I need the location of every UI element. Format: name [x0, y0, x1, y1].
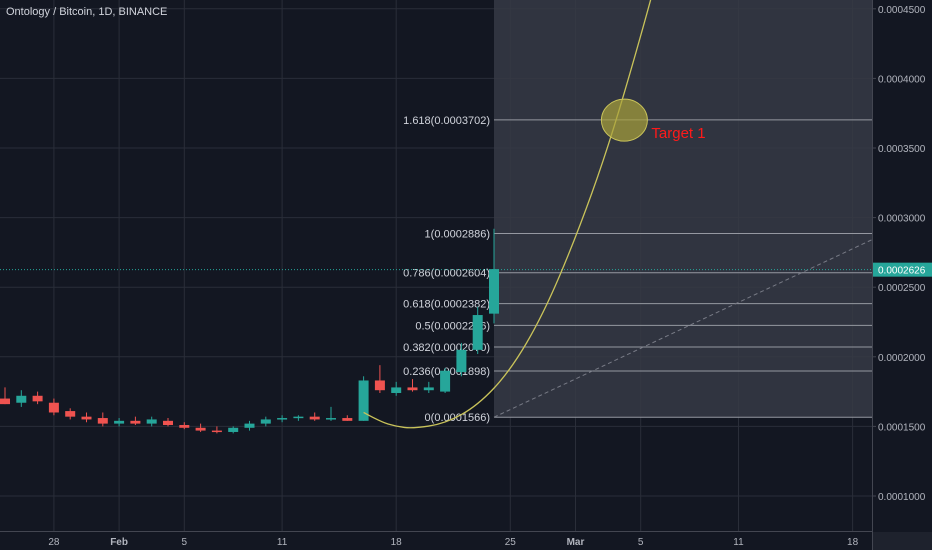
- candle-body: [130, 420, 141, 424]
- candle-body: [146, 419, 157, 424]
- time-tick-label: 25: [505, 537, 517, 548]
- targets-group: Target 1Target 2Target 3: [600, 98, 706, 142]
- price-tick-label: 0.0002500: [878, 283, 926, 294]
- time-tick-label: Mar: [567, 537, 585, 548]
- candles-group: [0, 228, 499, 434]
- candle-body: [342, 418, 353, 421]
- candle-body: [163, 420, 173, 426]
- price-tick-label: 0.0004000: [878, 74, 926, 85]
- fib-zone-background: [494, 0, 886, 418]
- fib-level-label: 1.618(0.0003702): [403, 115, 490, 127]
- candle-body: [211, 430, 222, 433]
- candle-body: [260, 419, 271, 424]
- time-axis-background: [0, 531, 872, 550]
- candle-body: [65, 411, 76, 417]
- candle-body: [195, 427, 206, 431]
- candle-body: [440, 370, 451, 392]
- time-tick-label: 11: [733, 537, 744, 548]
- time-tick-label: 28: [48, 537, 60, 548]
- axis-corner: [873, 532, 932, 550]
- candle-body: [407, 387, 418, 391]
- candle-body: [472, 315, 483, 350]
- candle-body: [97, 418, 108, 424]
- price-tick-label: 0.0003000: [878, 214, 926, 225]
- candle-body: [81, 416, 92, 420]
- candle-body: [326, 418, 336, 420]
- time-axis: 28 Feb 5 11 18 25 Mar 5 11 18: [0, 531, 932, 550]
- trend-line: [493, 233, 886, 418]
- candle-body: [228, 427, 239, 432]
- fib-level-label: 0.5(0.0002226): [415, 320, 490, 332]
- current-price-label: 0.0002626: [878, 266, 926, 277]
- candle-body: [374, 380, 385, 391]
- chart-title: Ontology / Bitcoin, 1D, BINANCE: [6, 6, 168, 18]
- target-label-1: Target 1: [651, 125, 705, 142]
- fibonacci-extension: 0(0.0001566)0.236(0.0001898)0.382(0.0002…: [403, 0, 886, 424]
- time-tick-label: Feb: [110, 537, 128, 548]
- time-tick-label: 5: [182, 537, 188, 548]
- candle-body: [277, 418, 288, 420]
- price-tick-label: 0.0004500: [878, 5, 926, 16]
- candle-body: [391, 387, 402, 393]
- price-tick-label: 0.0003500: [878, 144, 926, 155]
- fib-level-label: 0.382(0.0002070): [403, 342, 490, 354]
- candle-body: [244, 423, 255, 428]
- price-axis: 0.0001000 0.0001500 0.0002000 0.0002500 0.00…: [872, 0, 932, 550]
- fib-level-label: 0.786(0.0002604): [403, 268, 490, 280]
- candle-body: [0, 398, 10, 405]
- candle-body: [489, 269, 499, 314]
- candle-body: [293, 416, 304, 419]
- candle-body: [309, 416, 320, 420]
- candle-body: [456, 349, 467, 373]
- candle-body: [358, 380, 369, 421]
- candle-body: [179, 425, 190, 428]
- current-price-badge: [873, 262, 932, 277]
- candle-body: [114, 420, 125, 424]
- fib-level-label: 1(0.0002886): [425, 228, 490, 240]
- time-tick-label: 5: [638, 537, 644, 548]
- candle-body: [16, 395, 27, 403]
- time-tick-label: 11: [277, 537, 288, 548]
- fib-level-label: 0.618(0.0002382): [403, 299, 490, 311]
- time-tick-label: 18: [847, 537, 859, 548]
- fib-level-label: 0(0.0001566): [425, 412, 490, 424]
- candle-body: [48, 402, 59, 413]
- candle-body: [32, 395, 43, 402]
- price-tick-label: 0.0001000: [878, 492, 926, 503]
- candle-body: [423, 387, 434, 391]
- projection-curve: [363, 0, 652, 429]
- price-tick-label: 0.0001500: [878, 422, 926, 433]
- target-ellipse-1: [600, 98, 648, 142]
- price-tick-label: 0.0002000: [878, 353, 926, 364]
- time-tick-label: 18: [391, 537, 403, 548]
